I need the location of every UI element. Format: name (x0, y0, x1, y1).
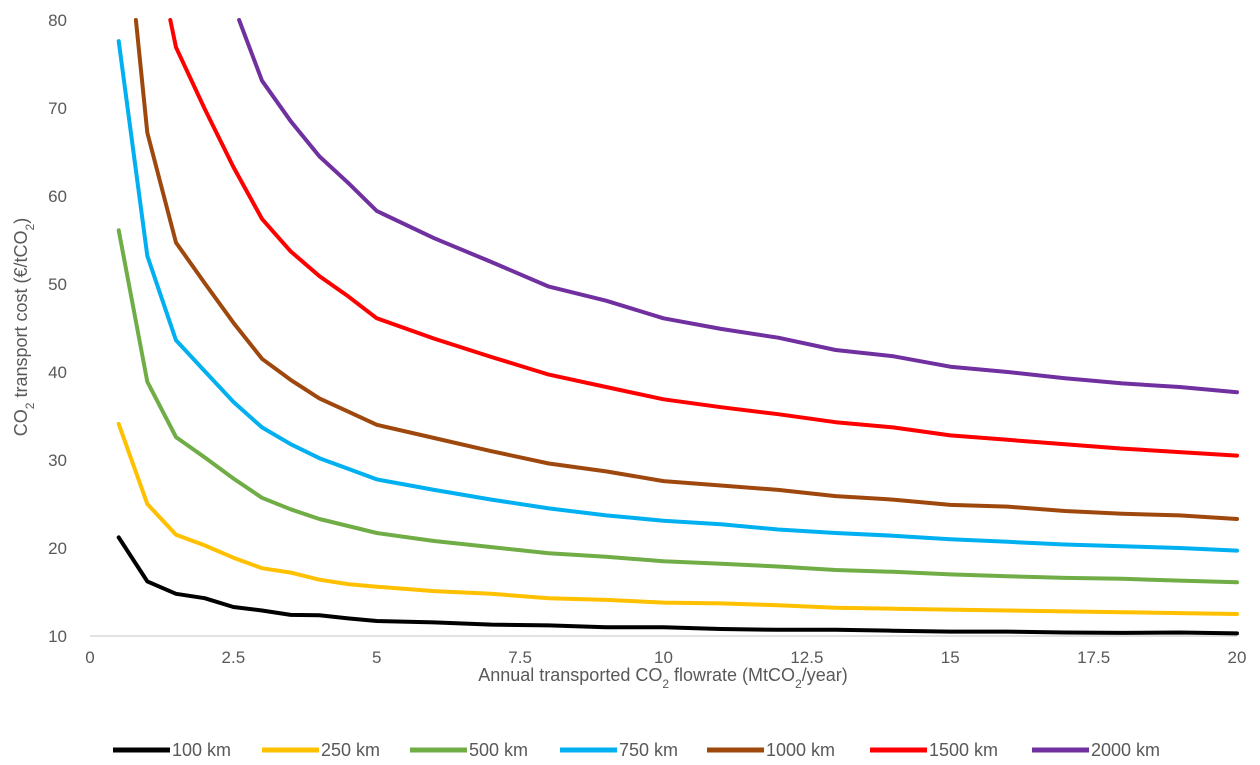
y-tick-label: 70 (48, 99, 67, 118)
legend-label: 250 km (321, 740, 380, 760)
y-tick-label: 80 (48, 11, 67, 30)
series-line-250-km (116, 421, 1239, 616)
series-line-100-km (116, 535, 1239, 636)
legend-label: 1500 km (929, 740, 998, 760)
y-tick-label: 60 (48, 187, 67, 206)
x-axis-title: Annual transported CO2 flowrate (MtCO2/y… (478, 665, 848, 691)
legend-label: 100 km (172, 740, 231, 760)
series-line-500-km (116, 228, 1239, 585)
x-tick-label: 20 (1228, 648, 1247, 667)
x-tick-label: 15 (941, 648, 960, 667)
series-line-2000-km (237, 18, 1239, 395)
y-axis-title: CO2 transport cost (€/tCO2) (11, 218, 37, 436)
x-tick-label: 17.5 (1077, 648, 1110, 667)
legend-label: 750 km (619, 740, 678, 760)
legend-label: 1000 km (766, 740, 835, 760)
series-line-1500-km (168, 18, 1239, 458)
series-line-1000-km (133, 18, 1239, 521)
y-tick-label: 50 (48, 275, 67, 294)
y-tick-label: 20 (48, 539, 67, 558)
y-tick-labels: 10 20 30 40 50 60 70 80 (48, 11, 67, 646)
x-tick-labels: 0 2.5 5 7.5 10 12.5 15 17.5 20 (85, 648, 1246, 667)
series-lines (116, 18, 1239, 636)
legend-label: 2000 km (1091, 740, 1160, 760)
series-line-750-km (116, 39, 1239, 553)
y-tick-label: 10 (48, 627, 67, 646)
x-tick-label: 0 (85, 648, 94, 667)
x-tick-label: 2.5 (222, 648, 246, 667)
x-tick-label: 12.5 (790, 648, 823, 667)
y-tick-label: 40 (48, 363, 67, 382)
legend-label: 500 km (469, 740, 528, 760)
x-tick-label: 10 (654, 648, 673, 667)
x-tick-label: 5 (372, 648, 381, 667)
y-tick-label: 30 (48, 451, 67, 470)
plot-area: 10 20 30 40 50 60 70 80 0 2.5 5 7.5 10 12.5 15 17.5 20 (48, 11, 1246, 667)
x-tick-label: 7.5 (508, 648, 532, 667)
legend: 100 km 250 km 500 km 750 km 1000 km 1500 km 20… (113, 740, 1160, 760)
